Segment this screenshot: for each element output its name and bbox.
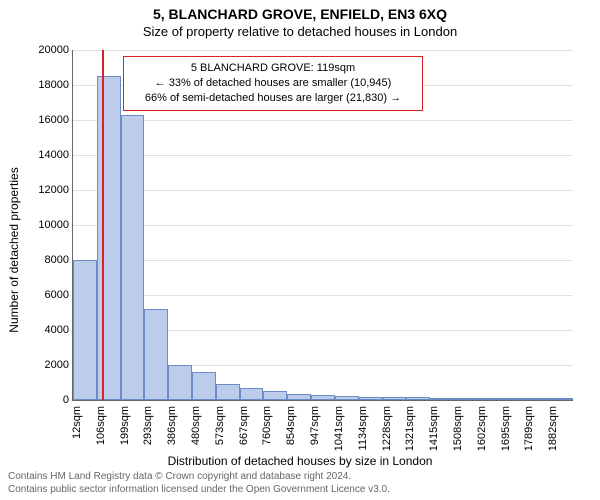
gridline [73,225,573,226]
attribution-line: Contains HM Land Registry data © Crown c… [8,470,390,483]
histogram-bar [478,398,502,400]
histogram-bar [311,395,335,400]
histogram-bar [383,397,407,400]
histogram-bar [121,115,145,400]
x-tick-label: 854sqm [285,406,297,445]
x-tick-label: 199sqm [119,406,131,445]
x-tick-label: 760sqm [261,406,273,445]
x-tick-label: 1415sqm [428,406,440,451]
y-tick-label: 18000 [38,79,73,91]
histogram-bar [73,260,97,400]
y-tick-label: 20000 [38,44,73,56]
histogram-bar [549,398,573,400]
marker-line [102,50,104,400]
annotation-line: ← 33% of detached houses are smaller (10… [132,76,414,91]
x-tick-label: 12sqm [71,406,83,439]
y-tick-label: 2000 [45,359,73,371]
x-tick-label: 667sqm [238,406,250,445]
x-axis-label: Distribution of detached houses by size … [0,454,600,468]
histogram-bar [525,398,549,400]
y-tick-label: 14000 [38,149,73,161]
y-tick-label: 10000 [38,219,73,231]
histogram-bar [168,365,192,400]
gridline [73,120,573,121]
x-tick-label: 1508sqm [452,406,464,451]
x-tick-label: 386sqm [166,406,178,445]
x-tick-label: 1695sqm [500,406,512,451]
x-tick-label: 1041sqm [333,406,345,451]
gridline [73,260,573,261]
x-tick-label: 1789sqm [523,406,535,451]
y-tick-label: 6000 [45,289,73,301]
histogram-bar [430,398,454,400]
y-tick-label: 0 [63,394,73,406]
x-tick-label: 1228sqm [381,406,393,451]
y-tick-label: 4000 [45,324,73,336]
histogram-bar [263,391,287,400]
histogram-bar [454,398,478,400]
histogram-bar [359,397,383,401]
annotation-box: 5 BLANCHARD GROVE: 119sqm ← 33% of detac… [123,56,423,111]
x-tick-label: 1134sqm [357,406,369,450]
x-tick-label: 293sqm [142,406,154,445]
histogram-bar [216,384,240,400]
chart-title: 5, BLANCHARD GROVE, ENFIELD, EN3 6XQ [0,0,600,22]
histogram-bar [97,76,121,400]
chart-container: 5, BLANCHARD GROVE, ENFIELD, EN3 6XQ Siz… [0,0,600,500]
x-tick-label: 1602sqm [476,406,488,451]
x-tick-label: 1882sqm [547,406,559,451]
x-tick-label: 106sqm [95,406,107,445]
plot-area: 0200040006000800010000120001400016000180… [72,50,573,401]
gridline [73,190,573,191]
y-tick-label: 8000 [45,254,73,266]
y-tick-label: 12000 [38,184,73,196]
chart-subtitle: Size of property relative to detached ho… [0,22,600,39]
attribution-text: Contains HM Land Registry data © Crown c… [8,470,390,496]
histogram-bar [502,398,526,400]
histogram-bar [144,309,168,400]
y-tick-label: 16000 [38,114,73,126]
histogram-bar [192,372,216,400]
gridline [73,155,573,156]
annotation-line: 5 BLANCHARD GROVE: 119sqm [132,61,414,76]
histogram-bar [406,397,430,400]
histogram-bar [335,396,359,400]
gridline [73,50,573,51]
x-tick-label: 573sqm [214,406,226,445]
annotation-line: 66% of semi-detached houses are larger (… [132,91,414,106]
attribution-line: Contains public sector information licen… [8,483,390,496]
x-tick-label: 947sqm [309,406,321,445]
histogram-bar [287,394,311,400]
x-tick-label: 1321sqm [404,406,416,451]
gridline [73,295,573,296]
histogram-bar [240,388,264,400]
y-axis-label: Number of detached properties [7,167,21,332]
x-tick-label: 480sqm [190,406,202,445]
